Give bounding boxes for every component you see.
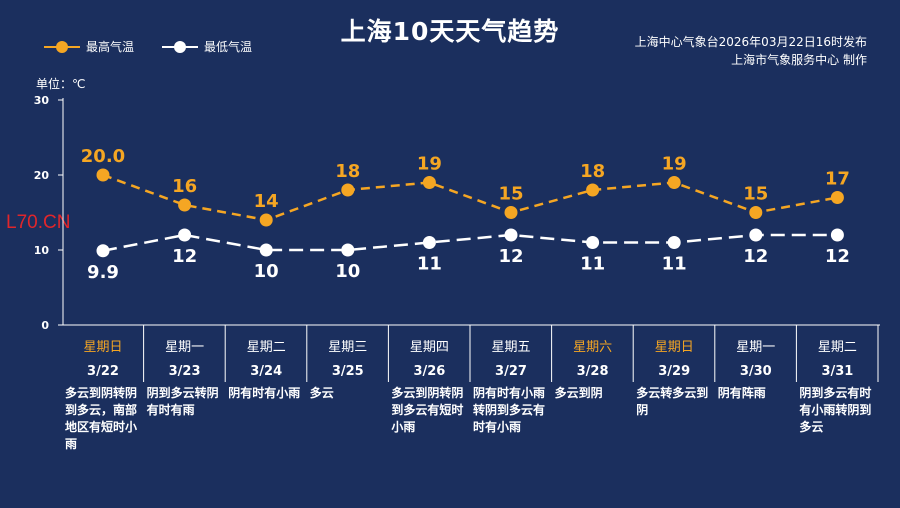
high-data-label: 15 xyxy=(743,184,768,205)
high-data-label: 18 xyxy=(580,161,605,182)
weekday-label: 星期二 xyxy=(247,340,286,355)
legend-swatch-low xyxy=(162,40,199,53)
low-point xyxy=(178,228,192,242)
legend-label-low: 最低气温 xyxy=(204,40,253,54)
low-data-label: 10 xyxy=(254,261,279,282)
chart-title: 上海10天天气趋势 xyxy=(340,17,560,46)
weather-description: 阴到多云有时有小雨转阴到多云 xyxy=(799,386,872,434)
high-data-label: 16 xyxy=(172,176,197,197)
high-data-label: 19 xyxy=(662,154,687,175)
weather-description: 阴到多云转阴有时有雨 xyxy=(146,386,219,417)
low-data-label: 12 xyxy=(498,246,523,267)
weather-description: 阴有时有小雨转阴到多云有时有小雨 xyxy=(473,386,546,434)
low-point xyxy=(341,243,355,257)
legend: 最高气温 最低气温 xyxy=(44,38,252,55)
publisher-line-1: 上海中心气象台2026年03月22日16时发布 xyxy=(634,35,867,49)
low-point xyxy=(830,228,844,242)
low-point xyxy=(667,236,681,249)
weather-description: 多云到阴 xyxy=(554,386,603,400)
low-point xyxy=(749,228,763,242)
legend-label-high: 最高气温 xyxy=(86,40,135,54)
y-tick-label: 30 xyxy=(34,94,50,107)
high-data-label: 18 xyxy=(335,161,360,182)
low-series-line xyxy=(102,233,838,252)
legend-item-low: 最低气温 xyxy=(162,38,252,55)
weather-description: 多云到阴转阴到多云有短时小雨 xyxy=(391,386,464,434)
publisher-info: 上海中心气象台2026年03月22日16时发布 上海市气象服务中心 制作 xyxy=(635,33,867,69)
date-label: 3/25 xyxy=(332,364,364,379)
weekday-label: 星期六 xyxy=(573,340,612,355)
high-point xyxy=(667,176,681,189)
low-data-label: 12 xyxy=(743,246,768,267)
weekday-label: 星期一 xyxy=(736,340,775,355)
date-label: 3/24 xyxy=(250,364,282,379)
weekday-label: 星期一 xyxy=(165,340,204,355)
date-label: 3/27 xyxy=(495,364,527,379)
y-tick-label: 10 xyxy=(34,244,50,257)
weather-description: 多云转多云到阴 xyxy=(636,386,709,417)
low-point xyxy=(96,244,110,258)
high-point xyxy=(504,206,518,219)
weather-description: 阴有时有小雨 xyxy=(228,386,301,400)
legend-item-high: 最高气温 xyxy=(44,38,134,55)
high-point xyxy=(96,168,110,182)
y-tick-label: 20 xyxy=(34,169,50,182)
low-point xyxy=(504,228,518,242)
high-data-label: 20.0 xyxy=(81,146,125,167)
legend-swatch-high xyxy=(44,40,80,53)
date-label: 3/28 xyxy=(577,364,609,379)
high-point xyxy=(178,198,192,212)
high-point xyxy=(749,206,763,219)
weekday-label: 星期三 xyxy=(328,340,367,355)
weekday-label: 星期日 xyxy=(83,340,122,355)
low-point xyxy=(259,243,273,257)
high-point xyxy=(830,191,844,204)
weather-description: 多云 xyxy=(309,386,334,400)
watermark: L70.CN xyxy=(6,212,71,233)
high-point xyxy=(341,183,355,197)
high-data-label: 19 xyxy=(417,154,442,175)
high-series-line xyxy=(102,173,838,222)
date-label: 3/26 xyxy=(413,364,445,379)
weather-description: 阴有阵雨 xyxy=(717,386,766,400)
high-point xyxy=(422,176,436,189)
date-label: 3/23 xyxy=(169,364,201,379)
date-label: 3/22 xyxy=(87,364,119,379)
date-label: 3/29 xyxy=(658,364,690,379)
low-data-label: 12 xyxy=(172,246,197,267)
date-label: 3/31 xyxy=(821,364,853,379)
low-data-label: 12 xyxy=(825,246,850,267)
low-data-label: 9.9 xyxy=(87,262,119,283)
weekday-label: 星期日 xyxy=(655,340,694,355)
publisher-line-2: 上海市气象服务中心 制作 xyxy=(731,53,867,67)
low-data-label: 11 xyxy=(662,254,687,275)
low-data-label: 11 xyxy=(580,254,605,275)
weather-description: 多云到阴转阴到多云，南部地区有短时小雨 xyxy=(65,386,138,451)
y-tick-label: 0 xyxy=(41,319,49,332)
weekday-label: 星期五 xyxy=(491,340,530,355)
high-data-label: 14 xyxy=(254,191,279,212)
low-point xyxy=(422,236,436,249)
high-point xyxy=(259,213,273,227)
high-point xyxy=(586,183,600,197)
unit-label: 单位：℃ xyxy=(36,77,86,91)
weekday-label: 星期四 xyxy=(410,340,449,355)
low-point xyxy=(586,236,600,249)
high-data-label: 15 xyxy=(498,184,523,205)
high-data-label: 17 xyxy=(825,169,850,190)
weekday-label: 星期二 xyxy=(818,340,857,355)
date-label: 3/30 xyxy=(740,364,772,379)
low-data-label: 11 xyxy=(417,254,442,275)
low-data-label: 10 xyxy=(335,261,360,282)
